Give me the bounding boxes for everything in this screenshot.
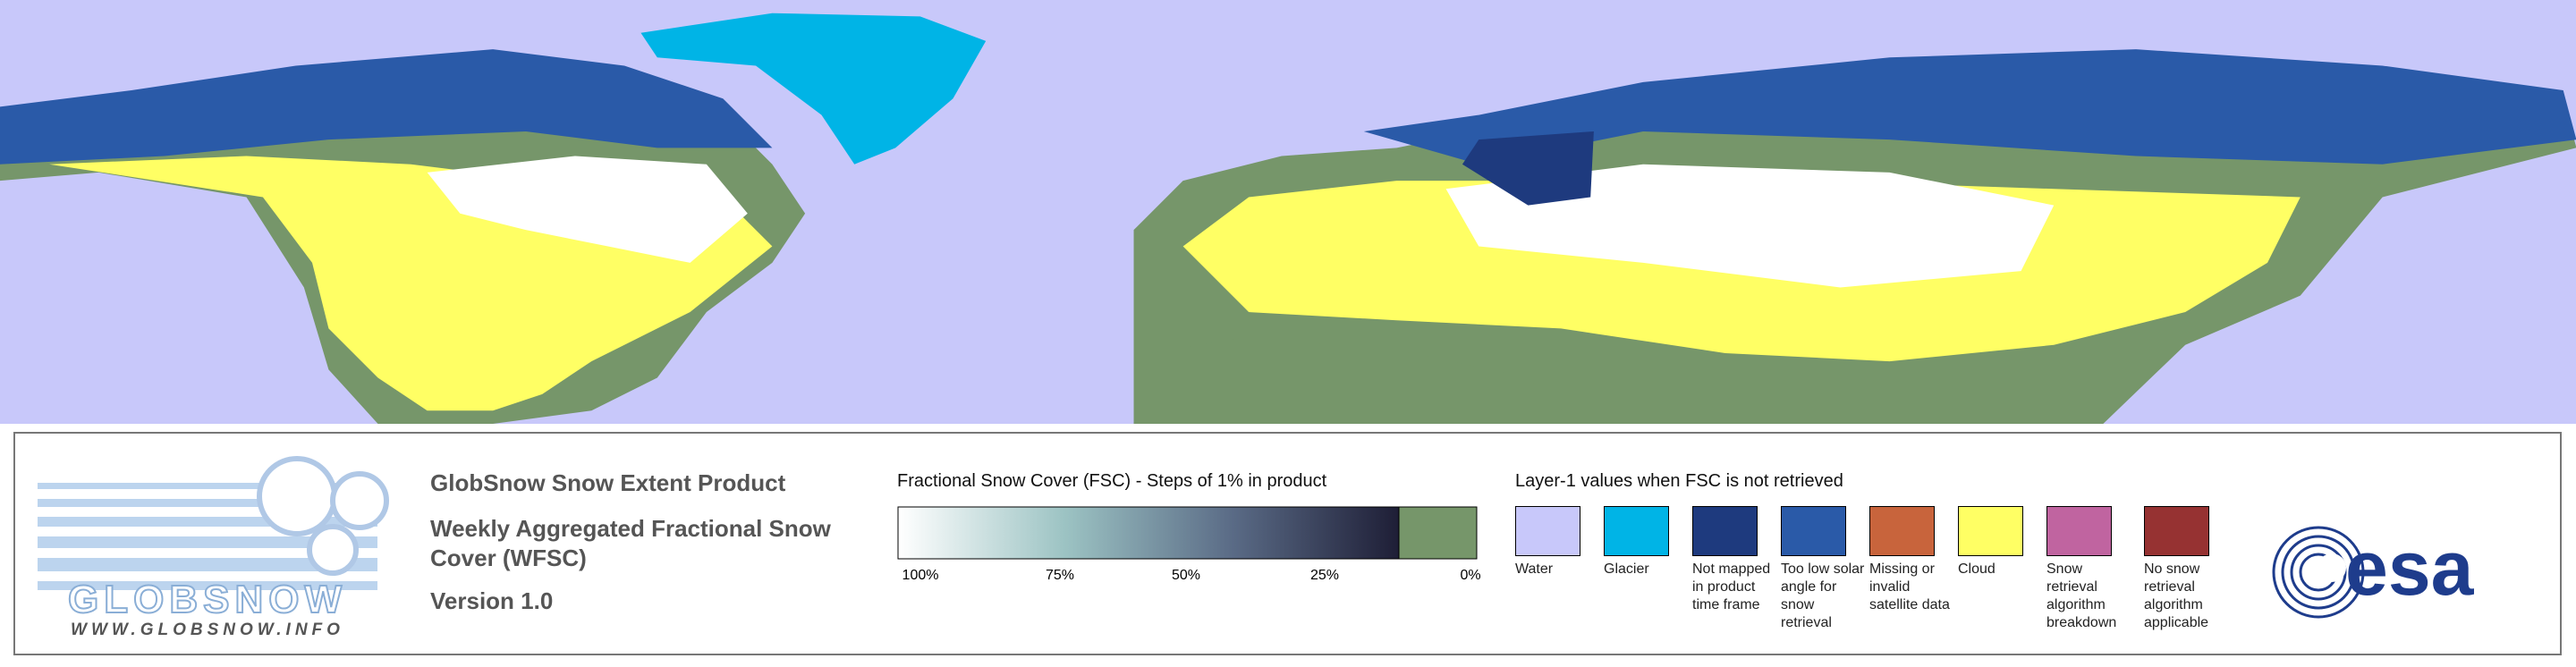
ea-snow [1445,164,2055,288]
snowflakes [257,456,389,576]
fsc-tick-label: 100% [902,568,939,583]
esa-dot [2318,553,2346,582]
fsc-tick-label: 0% [1460,568,1481,583]
snow-map [0,0,2576,424]
item-label: Snow retrieval algorithm breakdown [2046,561,2117,630]
greenland [640,13,987,165]
africa [1133,336,1578,424]
fsc-gradient [897,506,1400,560]
item-label: No snow retrieval algorithm applicable [2144,561,2209,630]
fsc-tick-label: 50% [1171,568,1201,583]
swatch [1958,506,2023,556]
swatch [2144,506,2209,556]
fsc-bar [897,506,1478,560]
land [0,13,2576,424]
swatch [1604,506,1669,556]
product-title: GlobSnow Snow Extent Product [430,469,786,496]
swatch [2046,506,2112,556]
item-label: Too low solar angle for snow retrieval [1781,561,1865,630]
logo-url: WWW.GLOBSNOW.INFO [71,621,344,639]
item-label: Cloud [1958,561,1996,577]
swatch [1869,506,1935,556]
swatch [1781,506,1846,556]
ea-solar [1363,49,2576,165]
not-mapped [1462,131,1594,206]
product-version: Version 1.0 [430,587,554,614]
swatch [1515,506,1580,556]
logo-name: GLOBSNOW [68,578,347,621]
logo-stripes [38,483,377,590]
item-label: Glacier [1604,561,1649,577]
na-solar [0,49,773,165]
fsc-tick-label: 75% [1045,568,1075,583]
item-label: Water [1515,561,1554,577]
logo: GLOBSNOW WWW.GLOBSNOW.INFO [38,456,389,639]
product-subtitle: Weekly Aggregated Fractional Snow Cover … [430,515,831,571]
esa-text: esa [2345,526,2475,612]
item-label: Not mapped in product time frame [1692,561,1771,612]
legend-panel: GLOBSNOW WWW.GLOBSNOW.INFO GlobSnow Snow… [13,432,2562,655]
fsc-title: Fractional Snow Cover (FSC) - Steps of 1… [897,471,1327,491]
na-snow [427,156,748,263]
item-label: Missing or invalid satellite data [1869,561,1950,612]
layer1-title: Layer-1 values when FSC is not retrieved [1515,471,1843,491]
swatch [1692,506,1758,556]
fsc-no-snow [1398,506,1478,560]
esa-logo: esa [2272,526,2475,619]
fsc-tick-label: 25% [1309,568,1340,583]
